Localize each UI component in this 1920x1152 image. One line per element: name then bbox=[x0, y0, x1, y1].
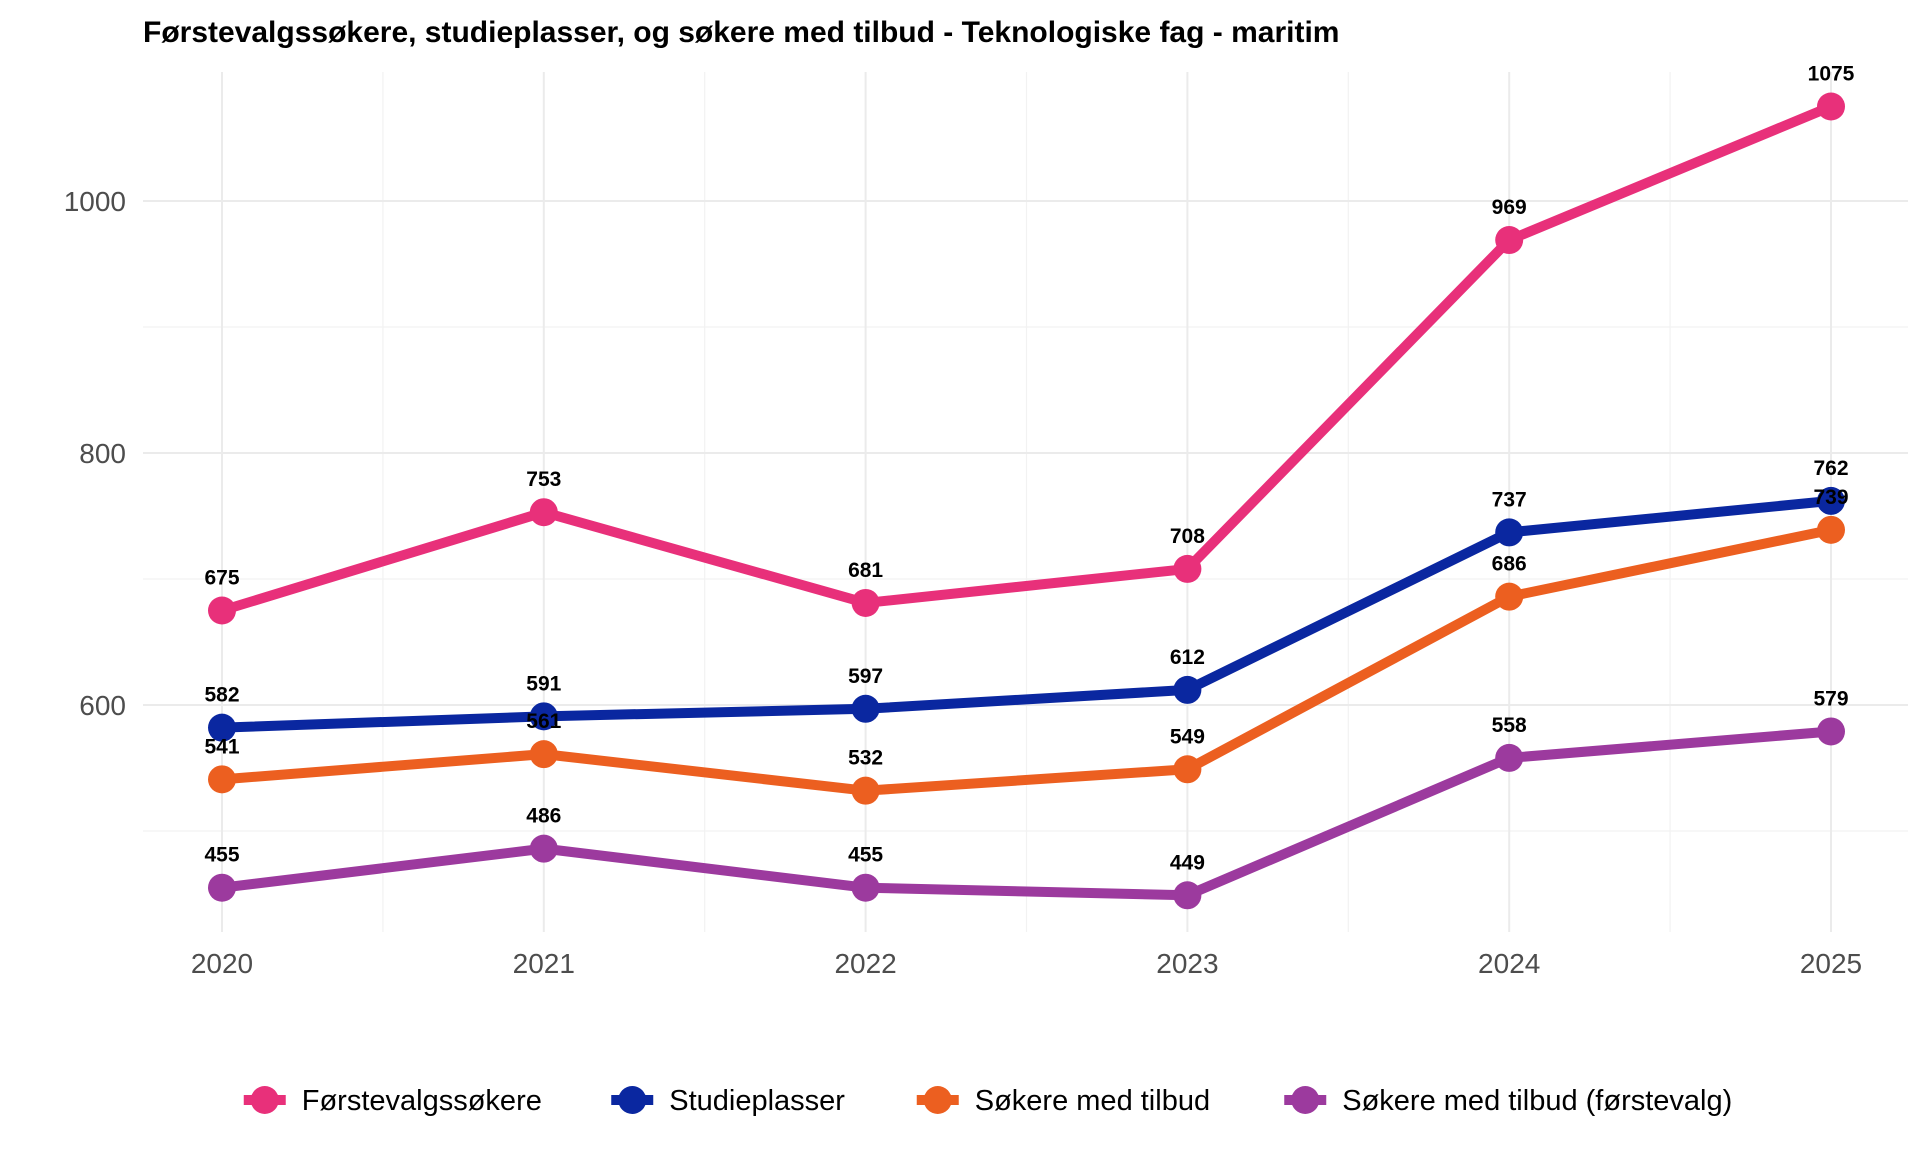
data-point bbox=[1495, 743, 1524, 772]
data-label: 675 bbox=[204, 567, 239, 590]
axis-ticks: 2020 2021 2022 2023 2024 2025 600 800 1000 bbox=[64, 186, 1862, 979]
data-point bbox=[529, 834, 558, 863]
legend-item: Søkere med tilbud (førstevalg) bbox=[1284, 1085, 1732, 1117]
data-label: 739 bbox=[1813, 486, 1848, 509]
series-line bbox=[217, 495, 1836, 733]
series-line bbox=[217, 101, 1836, 616]
y-tick-label: 1000 bbox=[64, 186, 126, 217]
legend-marker bbox=[250, 1086, 279, 1114]
legend: Førstevalgssøkere Studieplasser Søkere med… bbox=[243, 1085, 1732, 1117]
data-label: 582 bbox=[204, 684, 239, 707]
x-tick-label: 2020 bbox=[191, 948, 253, 979]
x-tick-label: 2024 bbox=[1478, 948, 1540, 979]
y-tick-label: 800 bbox=[79, 438, 126, 469]
data-label: 579 bbox=[1813, 687, 1848, 710]
data-point bbox=[1173, 675, 1202, 704]
data-point bbox=[1173, 881, 1202, 910]
legend-marker bbox=[1291, 1086, 1320, 1114]
data-point bbox=[1495, 518, 1524, 547]
series-3 bbox=[208, 515, 1845, 805]
legend-marker bbox=[923, 1086, 952, 1114]
x-tick-label: 2023 bbox=[1156, 948, 1218, 979]
series-2 bbox=[208, 486, 1845, 742]
data-label: 486 bbox=[526, 805, 561, 828]
data-label: 969 bbox=[1492, 196, 1527, 219]
data-labels: 675 753 681 708 969 1075 582 591 597 612 737 762 541… bbox=[204, 63, 1854, 875]
data-label: 561 bbox=[526, 710, 561, 733]
data-label: 591 bbox=[526, 672, 561, 695]
data-label: 686 bbox=[1492, 553, 1527, 576]
data-label: 597 bbox=[848, 665, 883, 688]
data-label: 549 bbox=[1170, 725, 1205, 748]
data-label: 1075 bbox=[1808, 63, 1855, 86]
data-point bbox=[851, 694, 880, 723]
data-label: 449 bbox=[1170, 851, 1205, 874]
legend-marker bbox=[618, 1086, 647, 1114]
data-point bbox=[208, 765, 236, 794]
data-point bbox=[529, 740, 558, 769]
data-label: 681 bbox=[848, 559, 883, 582]
data-label: 455 bbox=[204, 844, 239, 867]
legend-item: Førstevalgssøkere bbox=[243, 1085, 542, 1117]
data-point bbox=[529, 498, 558, 527]
x-tick-label: 2025 bbox=[1800, 948, 1862, 979]
data-label: 762 bbox=[1813, 457, 1848, 480]
data-point bbox=[529, 702, 558, 731]
x-tick-label: 2022 bbox=[834, 948, 896, 979]
data-label: 753 bbox=[526, 468, 561, 491]
x-tick-label: 2021 bbox=[513, 948, 575, 979]
legend-label: Søkere med tilbud bbox=[975, 1085, 1210, 1117]
data-point bbox=[1817, 486, 1845, 515]
data-point bbox=[851, 588, 880, 617]
data-point bbox=[1817, 515, 1845, 544]
data-point bbox=[208, 713, 236, 742]
chart-title: Førstevalgssøkere, studieplasser, og søk… bbox=[143, 16, 1339, 49]
data-point bbox=[208, 873, 236, 902]
series-line bbox=[217, 726, 1836, 901]
data-point bbox=[1817, 92, 1845, 121]
data-label: 708 bbox=[1170, 525, 1205, 548]
data-label: 455 bbox=[848, 844, 883, 867]
data-point bbox=[1817, 717, 1845, 746]
data-label: 558 bbox=[1492, 714, 1527, 737]
data-label: 541 bbox=[204, 735, 239, 758]
series-line bbox=[217, 524, 1836, 796]
data-label: 532 bbox=[848, 747, 883, 770]
data-point bbox=[1173, 755, 1202, 784]
data-point bbox=[851, 776, 880, 805]
data-point bbox=[851, 873, 880, 902]
series-group bbox=[208, 92, 1845, 910]
legend-label: Studieplasser bbox=[669, 1085, 845, 1117]
data-label: 737 bbox=[1492, 488, 1527, 511]
data-label: 612 bbox=[1170, 646, 1205, 669]
y-tick-label: 600 bbox=[79, 690, 126, 721]
data-point bbox=[208, 596, 236, 625]
series-4 bbox=[208, 717, 1845, 910]
legend-label: Førstevalgssøkere bbox=[302, 1085, 542, 1117]
series-1 bbox=[208, 92, 1845, 625]
legend-label: Søkere med tilbud (førstevalg) bbox=[1342, 1085, 1732, 1117]
legend-item: Søkere med tilbud bbox=[916, 1085, 1210, 1117]
data-point bbox=[1173, 554, 1202, 583]
data-point bbox=[1495, 226, 1524, 255]
data-point bbox=[1495, 582, 1524, 611]
legend-item: Studieplasser bbox=[611, 1085, 845, 1117]
